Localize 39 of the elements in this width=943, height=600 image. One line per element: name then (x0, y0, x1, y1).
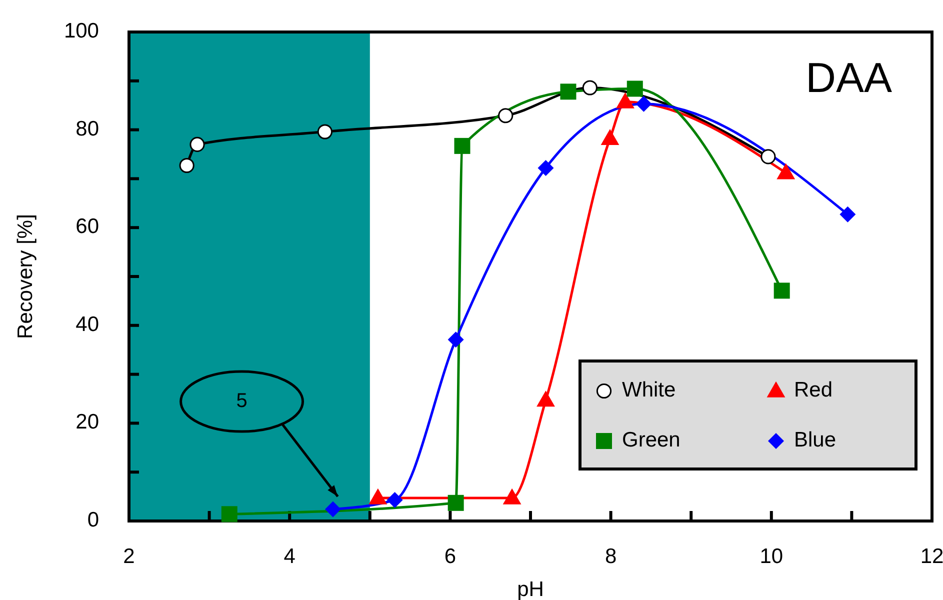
point (538, 160, 554, 176)
legend-label: Blue (794, 428, 836, 452)
y-tick-label: 80 (76, 117, 99, 140)
y-axis-title: Recovery [%] (14, 214, 37, 339)
point (454, 138, 470, 154)
y-tick-label: 0 (87, 508, 99, 532)
point (774, 282, 790, 299)
legend-label: Red (794, 378, 833, 402)
y-tick-label: 20 (76, 410, 99, 434)
point (636, 96, 652, 112)
y-tick-label: 100 (64, 20, 99, 43)
y-tick-label: 40 (76, 312, 99, 336)
legend-label: Green (622, 428, 680, 452)
point (317, 124, 332, 140)
legend-label: White (622, 378, 676, 402)
x-tick-label: 12 (920, 545, 943, 568)
point (179, 158, 194, 174)
point (582, 80, 598, 96)
point (190, 136, 205, 152)
point (840, 206, 856, 222)
y-tick-label: 60 (76, 215, 99, 238)
x-tick-label: 4 (284, 545, 296, 568)
point (221, 506, 238, 522)
x-tick-label: 8 (604, 545, 617, 568)
point (448, 494, 464, 511)
annotation: 5 (236, 390, 248, 412)
point (448, 332, 464, 348)
point (760, 149, 776, 164)
x-tick-label: 6 (444, 545, 456, 568)
point (626, 80, 643, 97)
point (386, 492, 403, 508)
point (324, 501, 341, 518)
x-axis-title: pH (517, 578, 544, 600)
point (536, 390, 555, 407)
point (560, 84, 576, 100)
x-tick-label: 2 (123, 545, 135, 568)
annotation: DAA (806, 54, 892, 101)
point (498, 108, 514, 124)
x-tick-label: 10 (760, 545, 784, 568)
